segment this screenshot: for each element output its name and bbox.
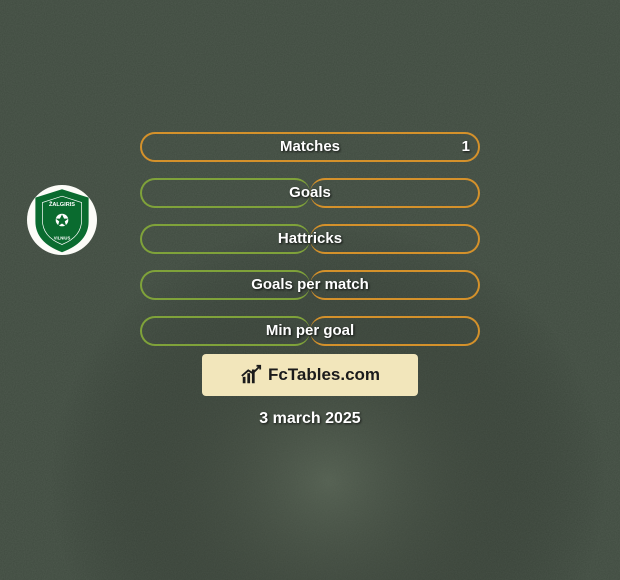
stats-chart: Matches1GoalsHattricksGoals per matchMin… bbox=[0, 124, 620, 354]
stat-row: Min per goal bbox=[0, 308, 620, 354]
chart-icon bbox=[240, 364, 262, 386]
bar-right bbox=[310, 316, 480, 346]
bar-left bbox=[140, 316, 310, 346]
bar-left bbox=[140, 224, 310, 254]
stat-row: Goals per match bbox=[0, 262, 620, 308]
bar-right bbox=[310, 270, 480, 300]
brand-text: FcTables.com bbox=[268, 365, 380, 385]
stat-row: Matches1 bbox=[0, 124, 620, 170]
bar-right bbox=[310, 178, 480, 208]
bar-right bbox=[140, 132, 480, 162]
bar-right bbox=[310, 224, 480, 254]
stat-row: Goals bbox=[0, 170, 620, 216]
brand-badge: FcTables.com bbox=[202, 354, 418, 396]
stat-row: Hattricks bbox=[0, 216, 620, 262]
bar-left bbox=[140, 178, 310, 208]
bar-left bbox=[140, 270, 310, 300]
stat-value-right: 1 bbox=[462, 132, 470, 162]
footer-date: 3 march 2025 bbox=[0, 410, 620, 428]
